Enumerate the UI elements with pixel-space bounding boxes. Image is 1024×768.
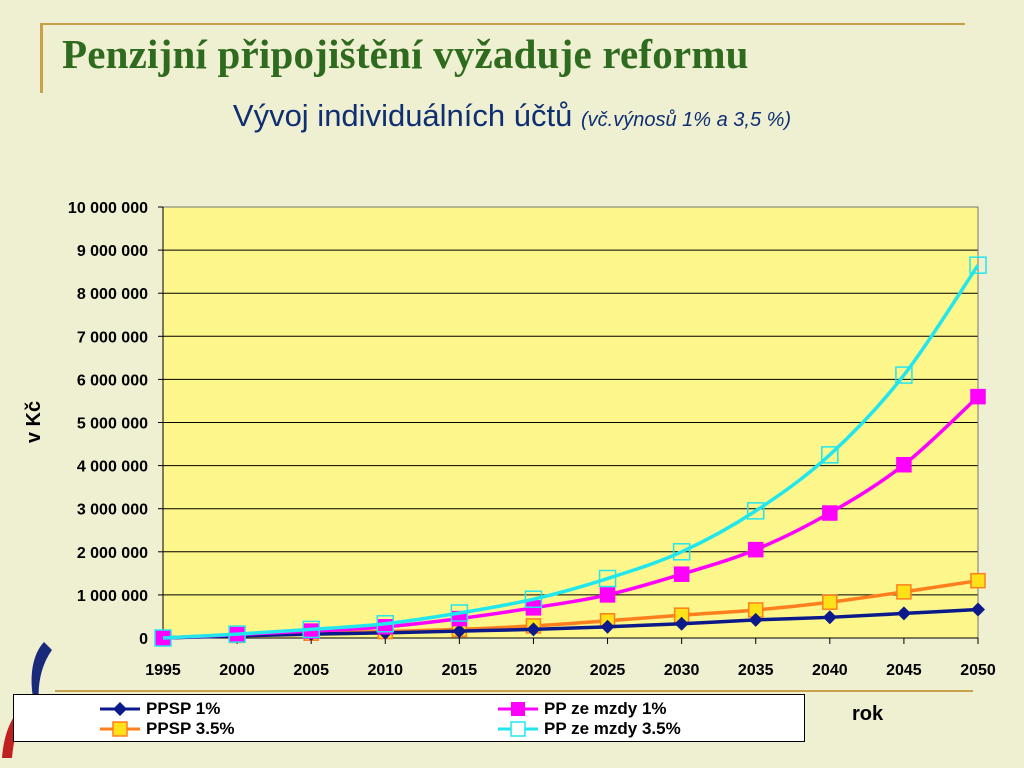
legend-marker-diamond	[100, 702, 140, 716]
chart-subtitle: Vývoj individuálních účtů (vč.výnosů 1% …	[0, 98, 1024, 134]
data-point	[600, 619, 615, 634]
data-point	[154, 629, 172, 647]
y-tick-label: 1 000 000	[77, 588, 148, 605]
data-point	[822, 610, 837, 625]
x-axis-label: rok	[852, 703, 884, 725]
data-point	[747, 541, 764, 558]
data-point	[526, 622, 541, 637]
data-point	[970, 388, 986, 405]
data-point	[674, 616, 689, 631]
data-point	[896, 606, 911, 621]
data-point	[450, 604, 469, 622]
legend-marker-square-magenta	[498, 702, 538, 716]
legend-marker-square-yellow	[100, 721, 140, 737]
y-tick-label: 3 000 000	[77, 502, 148, 519]
data-point	[672, 543, 691, 561]
x-tick-label: 2020	[516, 662, 552, 679]
y-tick-label: 0	[139, 631, 148, 648]
y-axis-ticks: 0 1 000 000 2 000 000 3 000 000 4 000 000 5 0…	[68, 200, 163, 648]
decorative-crescent	[31, 642, 52, 738]
y-tick-label: 9 000 000	[77, 243, 148, 260]
data-point	[673, 566, 690, 582]
y-tick-label: 6 000 000	[77, 372, 148, 389]
x-tick-label: 1995	[145, 662, 181, 679]
subtitle-note: (vč.výnosů 1% a 3,5 %)	[581, 109, 792, 131]
legend: PPSP 1% PPSP 3.5% PP ze mzdy 1% PP ze mz…	[13, 694, 805, 742]
x-tick-label: 2045	[886, 662, 922, 679]
slide-title: Penzijní připojištění vyžaduje reformu	[62, 31, 749, 77]
gridlines	[162, 206, 979, 639]
y-tick-label: 2 000 000	[77, 545, 148, 562]
x-tick-label: 2015	[442, 662, 478, 679]
series-pp35	[154, 256, 987, 647]
data-point	[822, 594, 838, 610]
data-point	[598, 569, 617, 588]
legend-label-pp35: PP ze mzdy 3.5%	[544, 719, 681, 738]
y-tick-label: 7 000 000	[77, 329, 148, 346]
legend-label-ppsp1: PPSP 1%	[146, 699, 221, 718]
title-rule	[40, 23, 965, 25]
title-accent	[40, 23, 43, 93]
data-point	[822, 505, 838, 521]
data-point	[228, 625, 246, 643]
y-tick-label: 10 000 000	[68, 200, 148, 217]
data-point	[524, 590, 543, 608]
data-point	[748, 612, 763, 627]
x-tick-label: 2040	[812, 662, 848, 679]
data-point	[302, 620, 320, 639]
x-tick-label: 2050	[960, 662, 996, 679]
x-tick-label: 2025	[590, 662, 626, 679]
subtitle-main: Vývoj individuálních účtů	[232, 98, 573, 133]
data-point	[969, 256, 987, 274]
y-tick-label: 8 000 000	[77, 286, 148, 303]
data-point	[599, 587, 616, 603]
x-tick-label: 2005	[293, 662, 329, 679]
data-point	[896, 584, 912, 600]
y-tick-label: 4 000 000	[77, 459, 148, 476]
legend-marker-open-square	[498, 721, 538, 737]
x-tick-label: 2000	[219, 662, 255, 679]
data-point	[895, 366, 913, 384]
data-point	[452, 624, 467, 639]
data-point	[821, 446, 839, 464]
data-point	[896, 456, 912, 473]
legend-label-ppsp35: PPSP 3.5%	[146, 719, 235, 738]
data-point	[970, 572, 986, 589]
legend-label-pp1: PP ze mzdy 1%	[544, 699, 667, 718]
y-axis-label: v Kč	[23, 401, 45, 443]
x-tick-label: 2030	[664, 662, 700, 679]
x-axis-ticks: 1995 2000 2005 2010 2015 2020 2025 2030 2035 2040…	[145, 638, 996, 679]
x-tick-label: 2010	[367, 662, 403, 679]
data-point	[746, 502, 765, 520]
bottom-rule	[55, 690, 973, 692]
data-point	[971, 602, 985, 617]
x-tick-label: 2035	[738, 662, 774, 679]
y-tick-label: 5 000 000	[77, 416, 148, 433]
series-layer	[154, 256, 987, 647]
data-point	[376, 615, 395, 633]
